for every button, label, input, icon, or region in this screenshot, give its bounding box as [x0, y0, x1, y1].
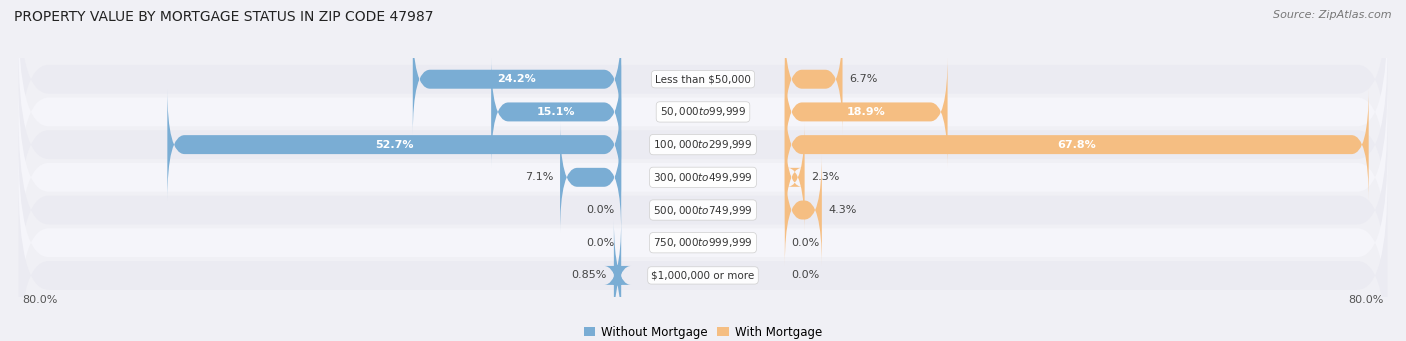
Text: 7.1%: 7.1%	[524, 172, 553, 182]
Text: 52.7%: 52.7%	[375, 139, 413, 150]
Text: 6.7%: 6.7%	[849, 74, 877, 84]
Text: 0.85%: 0.85%	[572, 270, 607, 280]
Text: 0.0%: 0.0%	[792, 270, 820, 280]
Text: 80.0%: 80.0%	[22, 295, 58, 305]
FancyBboxPatch shape	[560, 121, 621, 233]
Legend: Without Mortgage, With Mortgage: Without Mortgage, With Mortgage	[579, 321, 827, 341]
FancyBboxPatch shape	[785, 89, 1368, 201]
FancyBboxPatch shape	[18, 110, 1388, 310]
FancyBboxPatch shape	[413, 23, 621, 135]
Text: $750,000 to $999,999: $750,000 to $999,999	[654, 236, 752, 249]
FancyBboxPatch shape	[18, 77, 1388, 277]
FancyBboxPatch shape	[785, 23, 842, 135]
Text: $300,000 to $499,999: $300,000 to $499,999	[654, 171, 752, 184]
Text: PROPERTY VALUE BY MORTGAGE STATUS IN ZIP CODE 47987: PROPERTY VALUE BY MORTGAGE STATUS IN ZIP…	[14, 10, 433, 24]
Text: Less than $50,000: Less than $50,000	[655, 74, 751, 84]
FancyBboxPatch shape	[605, 220, 631, 331]
FancyBboxPatch shape	[18, 0, 1388, 179]
FancyBboxPatch shape	[18, 12, 1388, 212]
Text: $500,000 to $749,999: $500,000 to $749,999	[654, 204, 752, 217]
Text: 0.0%: 0.0%	[586, 238, 614, 248]
Text: 18.9%: 18.9%	[846, 107, 886, 117]
FancyBboxPatch shape	[18, 175, 1388, 341]
FancyBboxPatch shape	[785, 56, 948, 168]
Text: 0.0%: 0.0%	[792, 238, 820, 248]
Text: $1,000,000 or more: $1,000,000 or more	[651, 270, 755, 280]
Text: 15.1%: 15.1%	[537, 107, 575, 117]
FancyBboxPatch shape	[18, 45, 1388, 245]
FancyBboxPatch shape	[167, 89, 621, 201]
FancyBboxPatch shape	[18, 143, 1388, 341]
Text: $100,000 to $299,999: $100,000 to $299,999	[654, 138, 752, 151]
FancyBboxPatch shape	[491, 56, 621, 168]
Text: 24.2%: 24.2%	[498, 74, 536, 84]
FancyBboxPatch shape	[785, 121, 804, 233]
Text: Source: ZipAtlas.com: Source: ZipAtlas.com	[1274, 10, 1392, 20]
Text: 2.3%: 2.3%	[811, 172, 839, 182]
Text: 0.0%: 0.0%	[586, 205, 614, 215]
Text: 80.0%: 80.0%	[1348, 295, 1384, 305]
Text: 67.8%: 67.8%	[1057, 139, 1097, 150]
FancyBboxPatch shape	[785, 154, 823, 266]
Text: 4.3%: 4.3%	[828, 205, 858, 215]
Text: $50,000 to $99,999: $50,000 to $99,999	[659, 105, 747, 118]
